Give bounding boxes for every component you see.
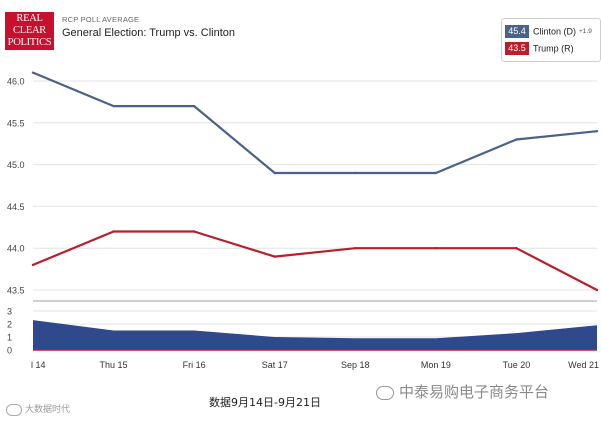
main-y-tick-label: 44.0 bbox=[7, 244, 25, 254]
main-y-tick-label: 45.0 bbox=[7, 160, 25, 170]
main-grid bbox=[33, 80, 597, 291]
x-tick-label: Tue 20 bbox=[503, 360, 531, 370]
data-point bbox=[273, 171, 276, 175]
spread-y-tick-label: 2 bbox=[7, 320, 12, 330]
series-line-clinton bbox=[32, 71, 598, 175]
watermark-left: 大数据时代 bbox=[6, 402, 70, 416]
x-tick-label: Wed 21 bbox=[568, 360, 599, 370]
main-y-tick-label: 44.5 bbox=[7, 202, 25, 212]
x-tick-label: Thu 15 bbox=[100, 360, 128, 370]
data-point bbox=[434, 171, 438, 175]
legend: 45.4 Clinton (D) +1.9 43.5 Trump (R) bbox=[501, 18, 601, 62]
main-y-tick-label: 46.0 bbox=[7, 77, 25, 87]
poll-chart: 43.5 44.0 44.5 45.0 45.5 46.0 0 1 2 3 l 14 Thu 15… bbox=[7, 71, 599, 370]
data-point bbox=[31, 71, 35, 74]
watermark-right: 中泰易购电子商务平台 bbox=[376, 381, 549, 402]
realclearpolitics-logo: REAL CLEAR POLITICS bbox=[5, 12, 54, 50]
spread-area-shape bbox=[33, 320, 597, 350]
data-point bbox=[112, 104, 115, 108]
legend-value-badge: 43.5 bbox=[505, 42, 529, 55]
main-y-tick-labels: 43.5 44.0 44.5 45.0 45.5 46.0 bbox=[7, 77, 25, 296]
data-point bbox=[273, 255, 276, 258]
legend-item-clinton[interactable]: 45.4 Clinton (D) +1.9 bbox=[505, 25, 592, 39]
x-tick-label: Sat 17 bbox=[262, 360, 288, 370]
data-point bbox=[515, 247, 518, 250]
spread-y-tick-label: 0 bbox=[7, 346, 12, 356]
legend-delta: +1.9 bbox=[579, 28, 592, 35]
chart-title: General Election: Trump vs. Clinton bbox=[62, 27, 236, 39]
data-point bbox=[595, 288, 599, 292]
data-point bbox=[112, 230, 115, 233]
date-range-caption: 数据9月14日-9月21日 bbox=[209, 396, 321, 409]
x-tick-label: Fri 16 bbox=[183, 360, 206, 370]
data-point bbox=[354, 247, 357, 250]
watermark-left-text: 大数据时代 bbox=[25, 405, 71, 415]
data-point bbox=[354, 171, 357, 175]
spread-y-tick-label: 3 bbox=[7, 307, 12, 317]
chart-panel: REAL CLEAR POLITICS RCP POLL AVERAGE Gen… bbox=[5, 12, 601, 370]
legend-label: Clinton (D) bbox=[533, 26, 577, 37]
watermark-right-text: 中泰易购电子商务平台 bbox=[399, 383, 550, 401]
x-tick-label: l 14 bbox=[31, 360, 46, 370]
data-point bbox=[515, 138, 518, 141]
data-point bbox=[192, 230, 196, 233]
main-y-tick-label: 43.5 bbox=[7, 286, 25, 296]
x-tick-label: Sep 18 bbox=[341, 360, 370, 370]
spread-y-tick-label: 1 bbox=[7, 333, 12, 343]
logo-line-3: POLITICS bbox=[7, 37, 52, 48]
legend-value-badge: 45.4 bbox=[505, 25, 529, 38]
logo-line-1: REAL bbox=[16, 13, 43, 24]
weibo-icon bbox=[6, 403, 22, 416]
x-tick-label: Mon 19 bbox=[421, 360, 451, 370]
logo-line-2: CLEAR bbox=[13, 25, 46, 36]
data-point bbox=[31, 263, 35, 267]
main-y-tick-label: 45.5 bbox=[7, 118, 25, 128]
chart-kicker: RCP POLL AVERAGE bbox=[62, 15, 140, 24]
spread-y-tick-labels: 0 1 2 3 bbox=[7, 307, 12, 356]
data-point bbox=[434, 247, 438, 250]
data-point bbox=[595, 129, 599, 133]
data-point bbox=[192, 104, 196, 108]
x-tick-labels: l 14 Thu 15 Fri 16 Sat 17 Sep 18 Mon 19 Tue 20… bbox=[31, 360, 599, 370]
main-series bbox=[31, 71, 599, 292]
wechat-icon bbox=[376, 385, 394, 400]
series-line-trump bbox=[32, 230, 598, 291]
legend-label: Trump (R) bbox=[533, 43, 574, 54]
spread-area bbox=[33, 320, 597, 351]
legend-item-trump[interactable]: 43.5 Trump (R) bbox=[505, 42, 574, 56]
